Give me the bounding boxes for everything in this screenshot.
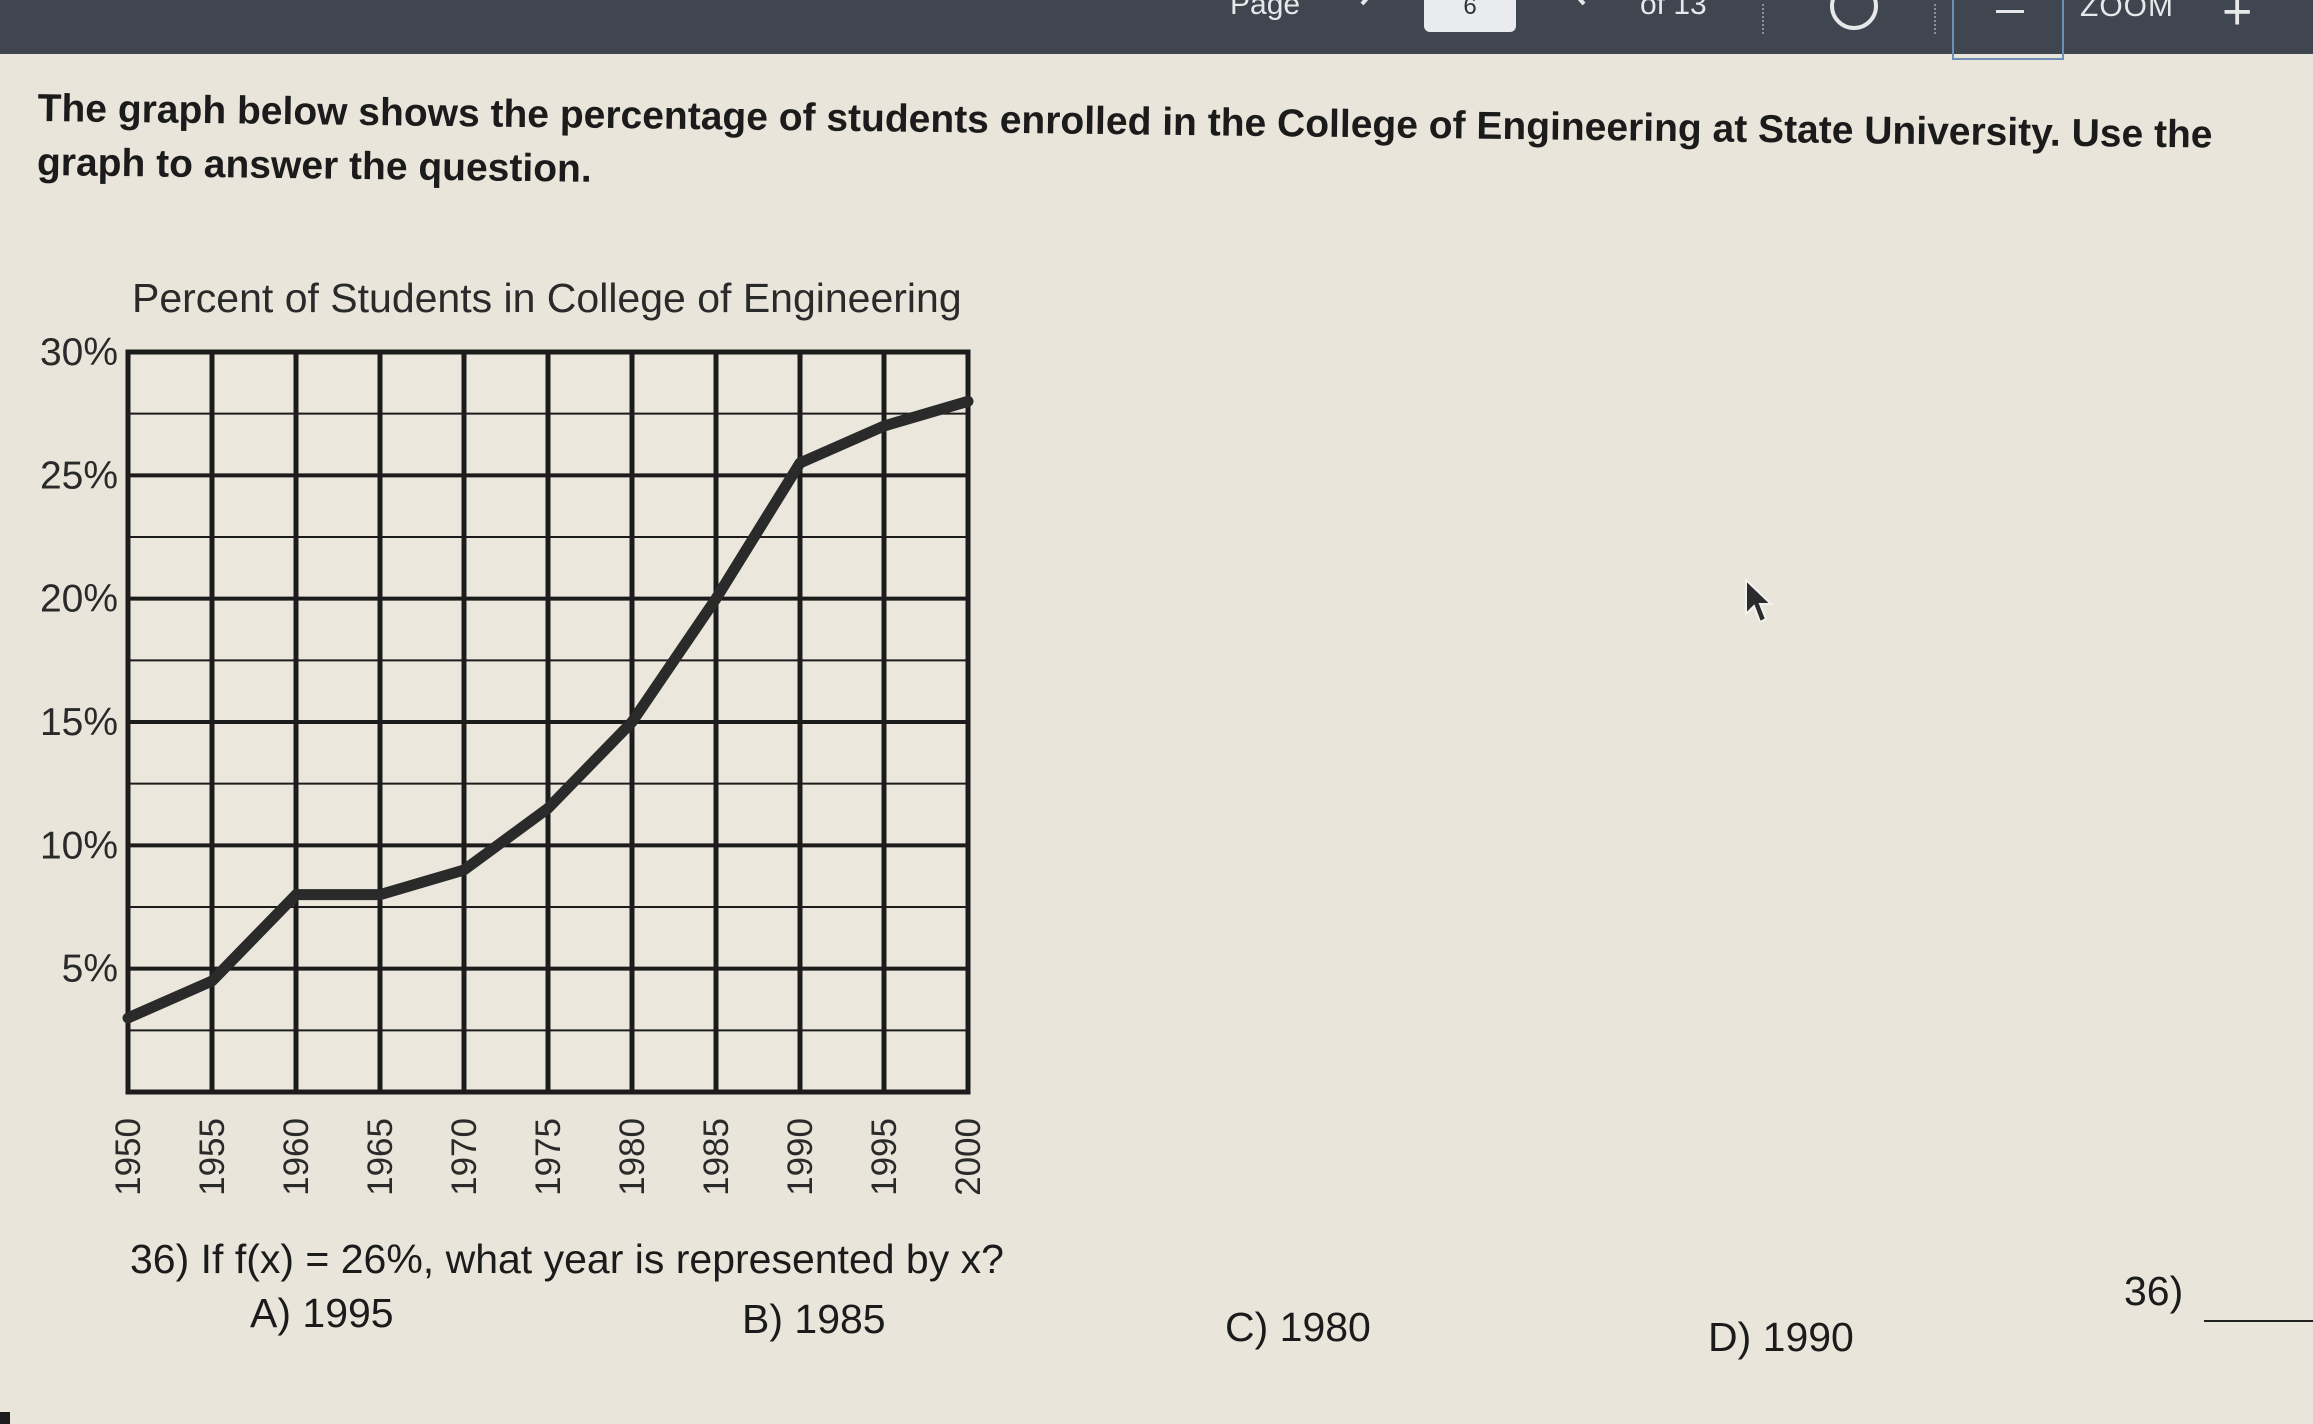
toolbar-divider (1762, 4, 1764, 34)
y-tick-label: 5% (62, 948, 118, 991)
x-tick-label: 1995 (865, 1118, 904, 1196)
page-label: Page (1230, 0, 1301, 21)
answer-label: 36) (2124, 1268, 2184, 1314)
zoom-out-button[interactable] (1952, 0, 2064, 60)
y-tick-label: 10% (40, 824, 118, 867)
data-point (295, 893, 297, 896)
answer-blank[interactable] (2204, 1320, 2313, 1322)
data-point (799, 462, 801, 464)
viewer-toolbar: Page 6 of 13 ZOOM + (0, 0, 2313, 60)
page-number-input[interactable]: 6 (1424, 0, 1516, 32)
data-point (547, 807, 549, 810)
choice-a[interactable]: A) 1995 (250, 1290, 394, 1336)
data-point (379, 893, 381, 896)
prompt-text: The graph below shows the percentage of … (36, 86, 2213, 191)
data-point (715, 597, 717, 600)
x-tick-label: 1960 (277, 1118, 316, 1196)
page-count: of 13 (1640, 0, 1707, 21)
x-tick-label: 1970 (445, 1118, 484, 1196)
toolbar-divider (1934, 4, 1936, 34)
x-tick-label: 1985 (697, 1118, 736, 1196)
line-chart: Percent of Students in College of Engine… (40, 275, 988, 1196)
y-tick-label: 25% (40, 454, 118, 497)
refresh-icon[interactable] (1830, 0, 1878, 30)
question-text: 36) If f(x) = 26%, what year is represen… (130, 1236, 1004, 1282)
data-point (127, 1017, 129, 1019)
data-point (883, 425, 885, 427)
mouse-cursor-icon (1745, 578, 1774, 624)
y-tick-label: 30% (40, 331, 118, 374)
zoom-in-button[interactable]: + (2222, 0, 2253, 41)
chevron-right-icon[interactable] (1560, 0, 1596, 22)
x-tick-label: 1955 (193, 1118, 232, 1196)
x-tick-label: 1950 (109, 1118, 148, 1196)
y-tick-label: 20% (40, 578, 118, 621)
data-point (631, 721, 633, 723)
choice-b[interactable]: B) 1985 (742, 1296, 886, 1342)
data-point (463, 869, 465, 871)
y-tick-label: 15% (40, 701, 118, 744)
zoom-label: ZOOM (2080, 0, 2174, 23)
x-tick-label: 1990 (781, 1118, 820, 1196)
x-tick-label: 1975 (529, 1118, 568, 1196)
chart-title: Percent of Students in College of Engine… (132, 275, 962, 321)
data-point (967, 400, 969, 403)
x-tick-label: 1965 (361, 1118, 400, 1196)
x-tick-label: 1980 (613, 1118, 652, 1196)
cropped-next-line (0, 1412, 140, 1424)
x-tick-label: 2000 (949, 1118, 988, 1196)
data-point (211, 980, 213, 982)
chevron-left-icon[interactable] (1350, 0, 1386, 22)
choice-d[interactable]: D) 1990 (1708, 1314, 1854, 1360)
choice-c[interactable]: C) 1980 (1225, 1304, 1371, 1350)
minus-icon (1996, 10, 2024, 13)
